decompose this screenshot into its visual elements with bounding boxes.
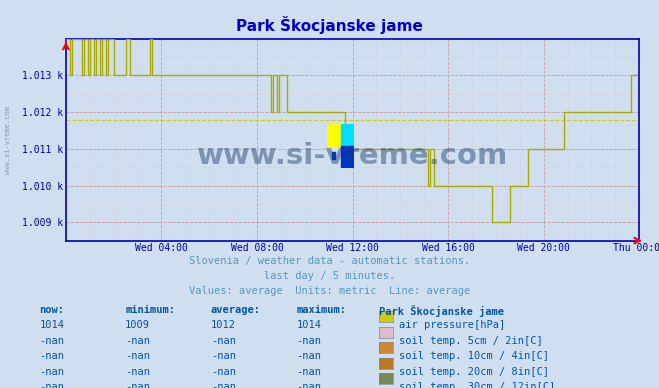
Text: -nan: -nan [40, 336, 65, 346]
Text: -nan: -nan [297, 351, 322, 361]
Text: -nan: -nan [211, 351, 236, 361]
Text: 1014: 1014 [297, 320, 322, 330]
Text: -nan: -nan [211, 382, 236, 388]
Text: -nan: -nan [125, 351, 150, 361]
Text: -nan: -nan [211, 336, 236, 346]
Text: -nan: -nan [40, 351, 65, 361]
Text: soil temp. 30cm / 12in[C]: soil temp. 30cm / 12in[C] [399, 382, 555, 388]
Text: Park Škocjanske jame: Park Škocjanske jame [379, 305, 504, 317]
Text: -nan: -nan [297, 382, 322, 388]
Text: average:: average: [211, 305, 261, 315]
Text: 1012: 1012 [211, 320, 236, 330]
Text: 1009: 1009 [125, 320, 150, 330]
Text: minimum:: minimum: [125, 305, 175, 315]
Text: -nan: -nan [125, 382, 150, 388]
Text: air pressure[hPa]: air pressure[hPa] [399, 320, 505, 330]
Text: now:: now: [40, 305, 65, 315]
Text: -nan: -nan [40, 367, 65, 377]
Text: Values: average  Units: metric  Line: average: Values: average Units: metric Line: aver… [189, 286, 470, 296]
Text: 1014: 1014 [40, 320, 65, 330]
Text: maximum:: maximum: [297, 305, 347, 315]
Text: last day / 5 minutes.: last day / 5 minutes. [264, 271, 395, 281]
Text: soil temp. 5cm / 2in[C]: soil temp. 5cm / 2in[C] [399, 336, 542, 346]
Text: soil temp. 10cm / 4in[C]: soil temp. 10cm / 4in[C] [399, 351, 549, 361]
Text: -nan: -nan [297, 336, 322, 346]
Text: -nan: -nan [211, 367, 236, 377]
Text: www.si-vreme.com: www.si-vreme.com [5, 106, 11, 174]
Text: -nan: -nan [297, 367, 322, 377]
Text: Slovenia / weather data - automatic stations.: Slovenia / weather data - automatic stat… [189, 256, 470, 266]
Text: -nan: -nan [40, 382, 65, 388]
Text: www.si-vreme.com: www.si-vreme.com [197, 142, 508, 170]
Text: -nan: -nan [125, 336, 150, 346]
Text: -nan: -nan [125, 367, 150, 377]
Text: Park Škocjanske jame: Park Škocjanske jame [236, 16, 423, 33]
Text: soil temp. 20cm / 8in[C]: soil temp. 20cm / 8in[C] [399, 367, 549, 377]
